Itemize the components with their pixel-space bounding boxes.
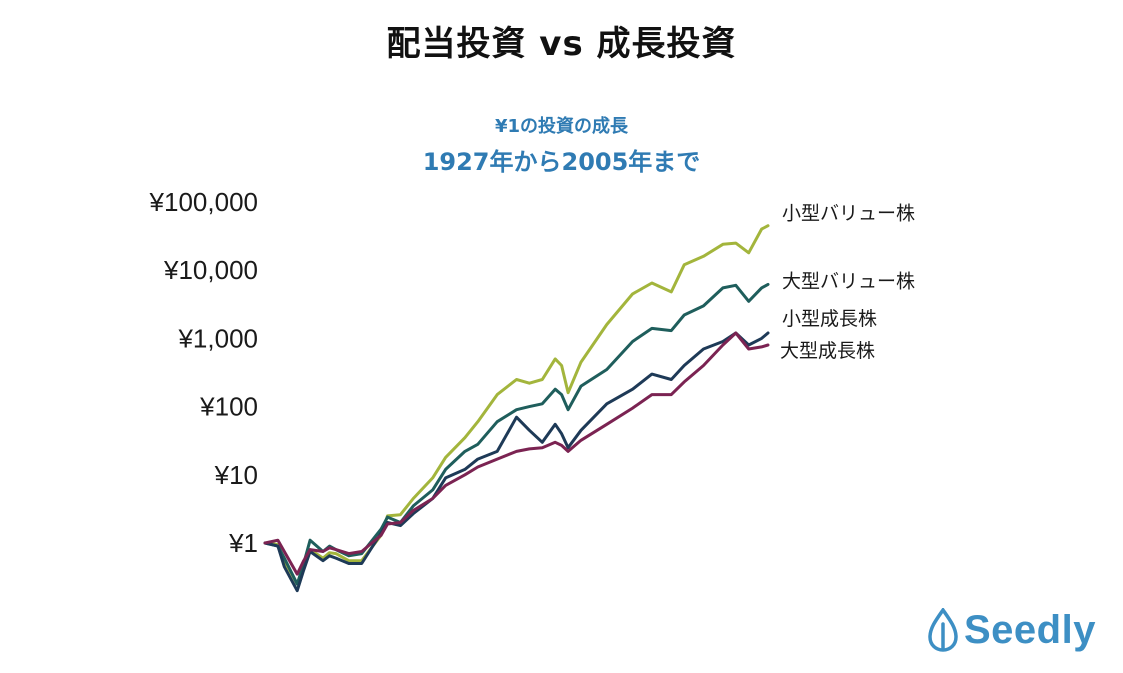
y-tick-label: ¥10,000 [163,255,258,285]
series-label: 大型バリュー株 [782,270,915,292]
brand-logo: Seedly [928,604,1096,656]
chart-subtitle: 1927年から2005年まで [422,148,701,176]
y-tick-label: ¥100 [199,392,258,422]
page-title: 配当投資 vs 成長投資 [386,24,737,64]
y-tick-label: ¥1,000 [177,323,258,353]
series-label: 大型成長株 [780,340,875,362]
series-lines [263,224,770,593]
y-tick-label: ¥1 [228,528,258,558]
series-label: 小型成長株 [782,308,877,330]
series-line [263,331,770,576]
series-line [263,282,770,586]
y-axis-tick-labels: ¥1 ¥10 ¥100 ¥1,000 ¥10,000 ¥100,000 [149,187,258,558]
series-line [263,224,770,586]
seed-logo-icon [928,608,958,652]
brand-name: Seedly [964,607,1096,652]
series-label: 小型バリュー株 [782,203,915,225]
chart-title: ¥1の投資の成長 [494,116,629,137]
y-tick-label: ¥100,000 [149,187,258,217]
y-tick-label: ¥10 [214,460,258,490]
series-line [263,331,770,593]
